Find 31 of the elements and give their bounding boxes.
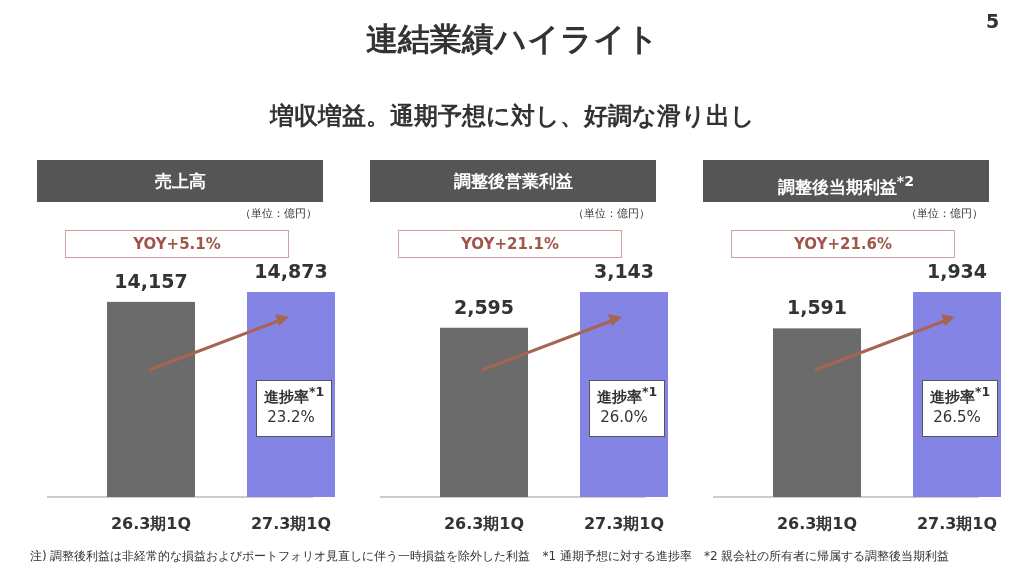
annotation: 23.2% [267, 408, 315, 426]
annotation: 26.5% [933, 408, 981, 426]
data-label: 14,157 [114, 269, 188, 292]
chart-title: 調整後営業利益 [370, 160, 656, 202]
annotation: 進捗率$^{*1}$ [929, 384, 991, 406]
x-tick-label: 27.3期1Q [583, 514, 665, 535]
text: YOY+5.1% [65, 230, 289, 258]
annotation: 26.0% [600, 408, 648, 426]
x-tick-label: 26.3期1Q [110, 514, 192, 535]
chart-title: 調整後当期利益$^{*2}$ [703, 160, 989, 202]
text: 注) 調整後利益は非経常的な損益およびポートフォリオ見直しに伴う一時損益を除外した利益 *1 通期予想に対する進捗率 *2 親会社の所有者に帰属する調整後当期利益 [30, 548, 950, 565]
text: YOY+21.6% [731, 230, 955, 258]
data-label: 2,595 [453, 295, 515, 318]
data-label: 1,934 [926, 260, 988, 282]
text: （単位：億円） [906, 206, 983, 221]
data-label: 14,873 [254, 260, 328, 282]
text: （単位：億円） [240, 206, 317, 221]
text: （単位：億円） [573, 206, 650, 221]
text: 連結業績ハイライト [365, 19, 659, 60]
annotation: 進捗率$^{*1}$ [263, 384, 325, 406]
x-tick-label: 27.3期1Q [250, 514, 332, 535]
text: YOY+21.1% [398, 230, 622, 258]
annotation: 進捗率$^{*1}$ [596, 384, 658, 406]
chart-title: 売上高 [37, 160, 323, 202]
x-tick-label: 26.3期1Q [776, 514, 858, 535]
data-label: 1,591 [786, 296, 848, 319]
x-tick-label: 27.3期1Q [916, 514, 998, 535]
x-tick-label: 26.3期1Q [443, 514, 525, 535]
data-label: 3,143 [593, 260, 655, 282]
text: 5 [986, 10, 1000, 32]
text: 増収増益。通期予想に対し、好調な滑り出し [269, 101, 755, 132]
